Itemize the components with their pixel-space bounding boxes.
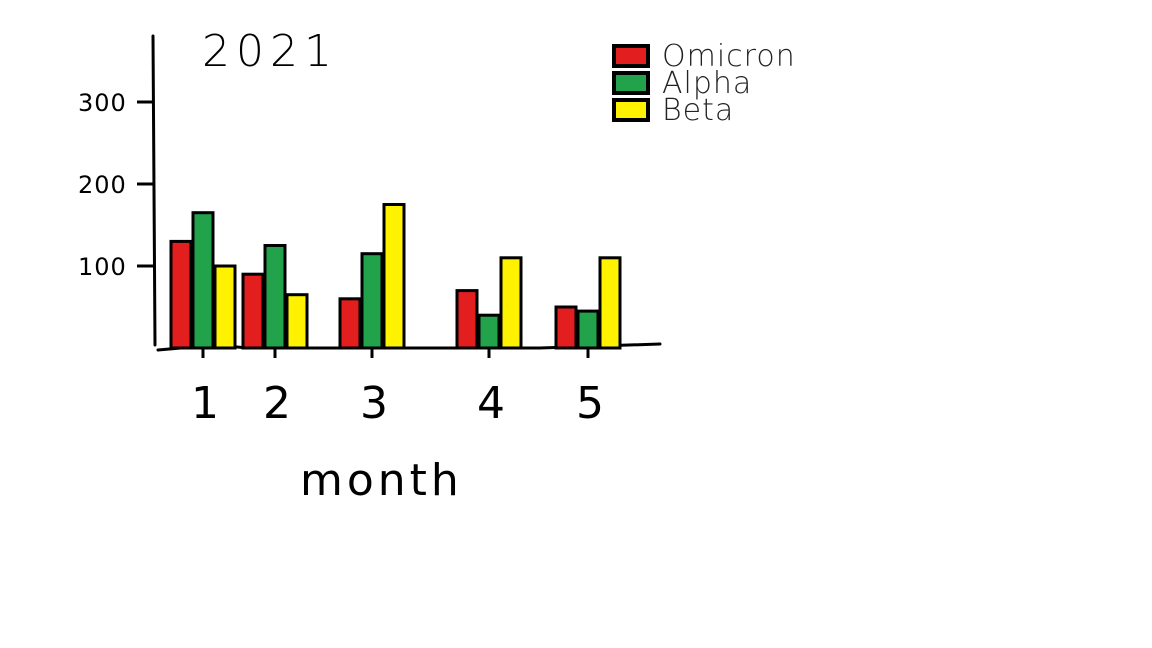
bar-beta-2 <box>285 293 309 350</box>
bar-omicron-4 <box>455 289 479 350</box>
bar-alpha-4 <box>477 313 501 350</box>
x-tick-label: 2 <box>263 378 291 429</box>
x-tick-label: 3 <box>360 378 388 429</box>
bar-beta-4 <box>499 256 523 350</box>
x-tick-label: 1 <box>191 378 219 429</box>
legend-label-omicron: Omicron <box>662 39 796 74</box>
legend-swatch-omicron <box>612 44 650 68</box>
y-tick-label: 100 <box>78 253 127 281</box>
x-tick-label: 5 <box>576 378 604 429</box>
bar-omicron-3 <box>338 297 362 350</box>
bar-alpha-3 <box>360 252 384 350</box>
x-axis-label: month <box>300 455 463 506</box>
bar-alpha-5 <box>576 309 600 350</box>
chart-title: 2021 <box>202 26 338 77</box>
legend-label-beta: Beta <box>662 93 734 128</box>
legend-swatch-alpha <box>612 71 650 95</box>
legend-label-alpha: Alpha <box>662 66 752 101</box>
x-tick-label: 4 <box>477 378 505 429</box>
bar-beta-5 <box>598 256 622 350</box>
bar-omicron-5 <box>554 305 578 350</box>
bar-alpha-1 <box>191 211 215 350</box>
bars <box>169 203 622 350</box>
bar-beta-3 <box>382 203 406 350</box>
y-axis-line <box>151 34 157 347</box>
bar-omicron-2 <box>241 272 265 350</box>
y-tick-label: 300 <box>78 89 127 117</box>
bar-omicron-1 <box>169 239 193 350</box>
bar-alpha-2 <box>263 244 287 350</box>
bar-beta-1 <box>213 264 237 350</box>
y-tick-label: 200 <box>78 171 127 199</box>
legend-swatch-beta <box>612 98 650 122</box>
y-axis-ticks: 100 200 300 <box>78 89 153 281</box>
